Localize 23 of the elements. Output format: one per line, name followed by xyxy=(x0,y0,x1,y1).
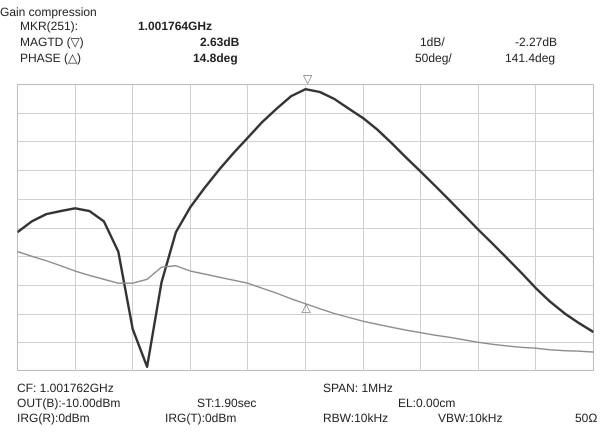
text: ST:1.90sec xyxy=(197,396,256,410)
text: CF: 1.001762GHz xyxy=(17,381,114,395)
text: RBW:10kHz xyxy=(323,411,388,425)
chart-title: Gain compression xyxy=(0,5,97,19)
text: 1dB/ xyxy=(420,35,445,49)
text: OUT(B):-10.00dBm xyxy=(17,396,120,410)
text: 1.001764GHz xyxy=(138,19,212,33)
text: MKR(251): xyxy=(20,19,78,33)
text: PHASE (△) xyxy=(20,51,82,65)
text: 14.8deg xyxy=(193,51,238,65)
annotation: △ xyxy=(302,300,312,314)
text: VBW:10kHz xyxy=(438,411,502,425)
text: 2.63dB xyxy=(200,35,240,49)
text: 50Ω xyxy=(575,411,598,425)
text: 50deg/ xyxy=(415,51,452,65)
text: EL:0.00cm xyxy=(398,396,456,410)
text: ▽ xyxy=(303,72,312,86)
text: SPAN: 1MHz xyxy=(323,381,393,395)
text: -2.27dB xyxy=(515,35,558,49)
text: 141.4deg xyxy=(505,51,556,65)
text: IRG(R):0dBm xyxy=(17,411,90,425)
text: IRG(T):0dBm xyxy=(165,411,236,425)
text: MAGTD (▽) xyxy=(20,35,84,49)
